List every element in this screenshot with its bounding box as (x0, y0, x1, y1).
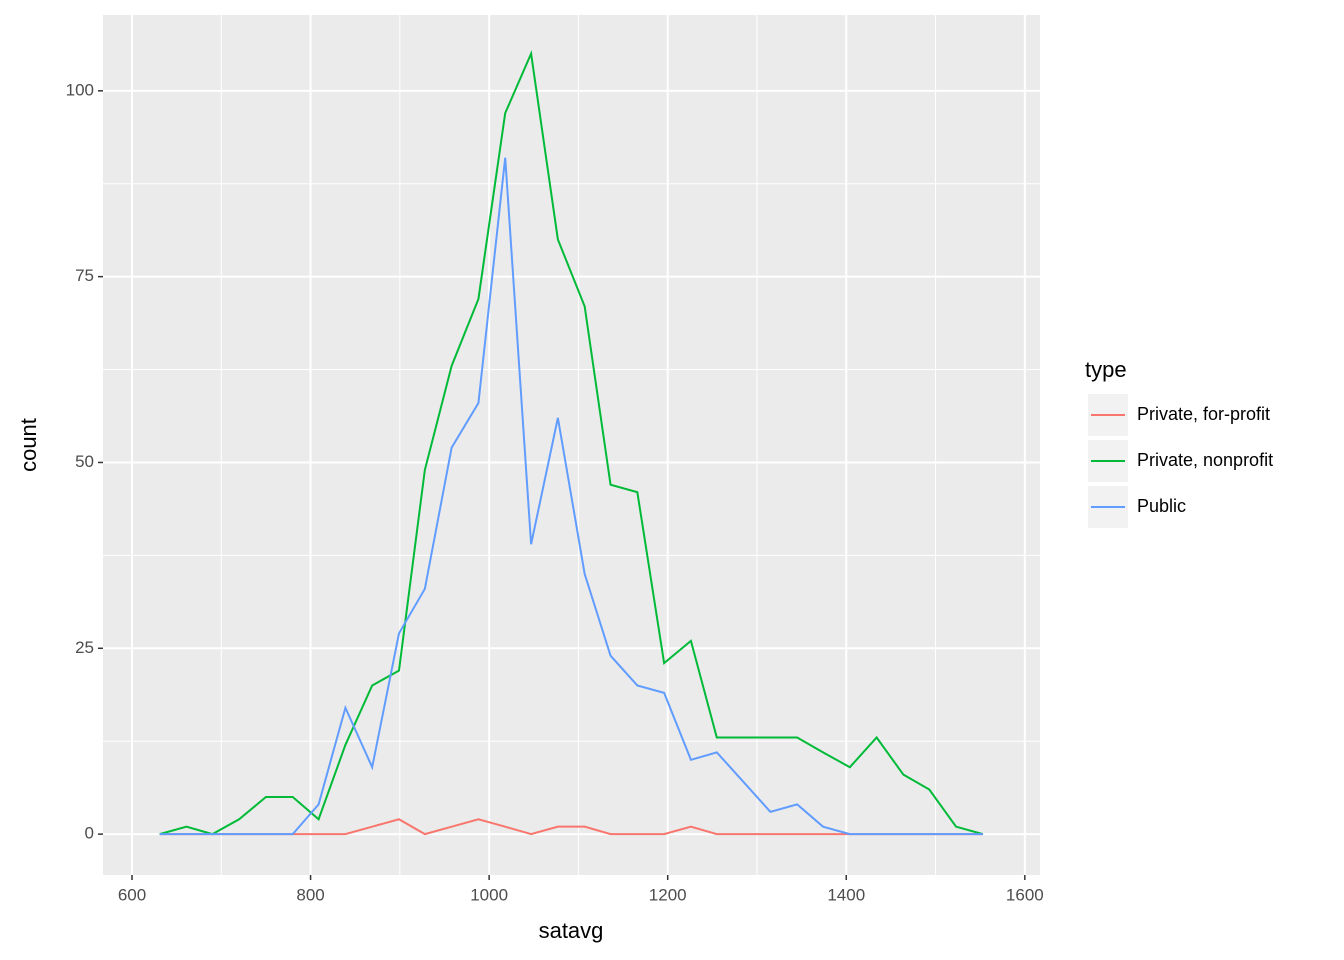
legend-label: Private, nonprofit (1137, 450, 1273, 470)
x-tick-label: 800 (296, 885, 324, 904)
panel (103, 15, 1040, 875)
x-tick-label: 1000 (470, 885, 508, 904)
x-tick-label: 600 (118, 885, 146, 904)
y-tick-label: 75 (75, 266, 94, 285)
x-tick-label: 1400 (827, 885, 865, 904)
x-tick-label: 1600 (1006, 885, 1044, 904)
y-axis-title: count (16, 418, 41, 472)
series-line (159, 157, 983, 836)
series-line (159, 818, 983, 836)
y-tick-label: 25 (75, 638, 94, 657)
legend-title: type (1085, 357, 1127, 382)
legend-label: Private, for-profit (1137, 404, 1270, 424)
y-tick-label: 100 (66, 80, 94, 99)
y-tick-label: 0 (85, 824, 94, 843)
legend-label: Public (1137, 496, 1186, 516)
series-line (159, 50, 984, 836)
x-tick-label: 1200 (649, 885, 687, 904)
y-tick-label: 50 (75, 452, 94, 471)
x-axis-title: satavg (539, 918, 604, 943)
